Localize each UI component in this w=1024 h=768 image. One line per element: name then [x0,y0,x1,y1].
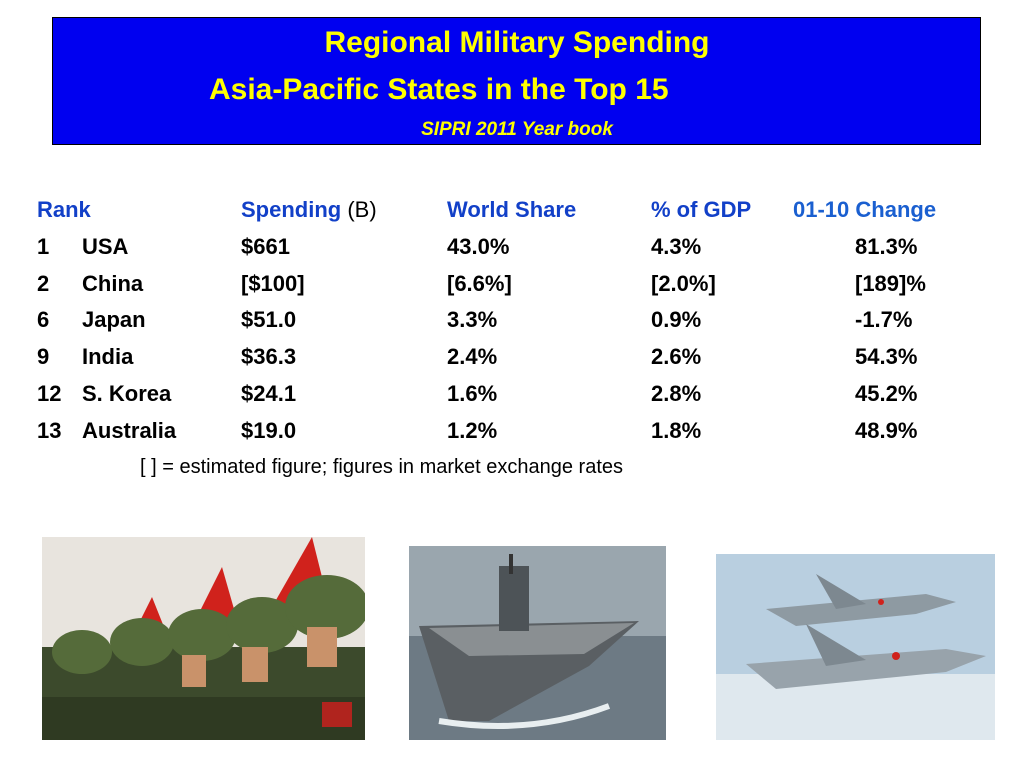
country-cell: India [82,344,134,370]
jets-photo [716,554,995,740]
world-share-cell: 1.2% [447,417,498,443]
change-cell: 48.9% [855,417,918,443]
change-cell: 54.3% [855,344,918,370]
column-header: Rank [37,197,91,222]
spending-cell: $51.0 [241,307,297,333]
source: SIPRI 2011 Year book [421,119,613,140]
spending-cell: $36.3 [241,344,297,370]
spending-cell: $19.0 [241,417,297,443]
world-share-cell: 1.6% [447,380,498,406]
gdp-share-cell: [2.0%] [651,270,716,296]
note: [ ] = estimated figure; figures in marke… [140,456,624,478]
country-cell: China [82,270,144,296]
country-cell: Australia [82,417,177,443]
change-cell: -1.7% [855,307,913,333]
title: Regional Military Spending [324,26,710,59]
change-cell: [189]% [855,270,926,296]
rank-cell: 6 [37,307,50,333]
spending-cell: $24.1 [241,380,297,406]
world-share-cell: 3.3% [447,307,498,333]
change-cell: 81.3% [855,234,918,259]
soldiers-photo [42,537,365,740]
gdp-share-cell: 2.8% [651,380,702,406]
rank-cell: 2 [37,270,50,296]
gdp-share-cell: 4.3% [651,234,702,259]
title-banner [52,17,981,145]
gdp-share-cell: 1.8% [651,417,702,443]
rank-cell: 9 [37,344,50,370]
change-cell: 45.2% [855,380,918,406]
rank-cell: 12 [37,380,62,406]
country-cell: Japan [82,307,146,333]
country-cell: USA [82,234,129,259]
ship-photo [409,546,666,740]
spending-cell: [$100] [241,270,305,296]
column-header: % of GDP [651,197,752,222]
rank-cell: 1 [37,234,50,259]
country-cell: S. Korea [82,380,172,406]
world-share-cell: 43.0% [447,234,510,259]
column-header: 01-10 Change [793,197,937,222]
gdp-share-cell: 0.9% [651,307,702,333]
gdp-share-cell: 2.6% [651,344,702,370]
column-unit: (B) [347,197,377,222]
subtitle: Asia-Pacific States in the Top 15 [209,73,669,106]
world-share-cell: [6.6%] [447,270,512,296]
world-share-cell: 2.4% [447,344,498,370]
spending-cell: $661 [241,234,290,259]
column-header: Spending (B) [241,197,377,222]
column-header: World Share [447,197,577,222]
rank-cell: 13 [37,417,62,443]
